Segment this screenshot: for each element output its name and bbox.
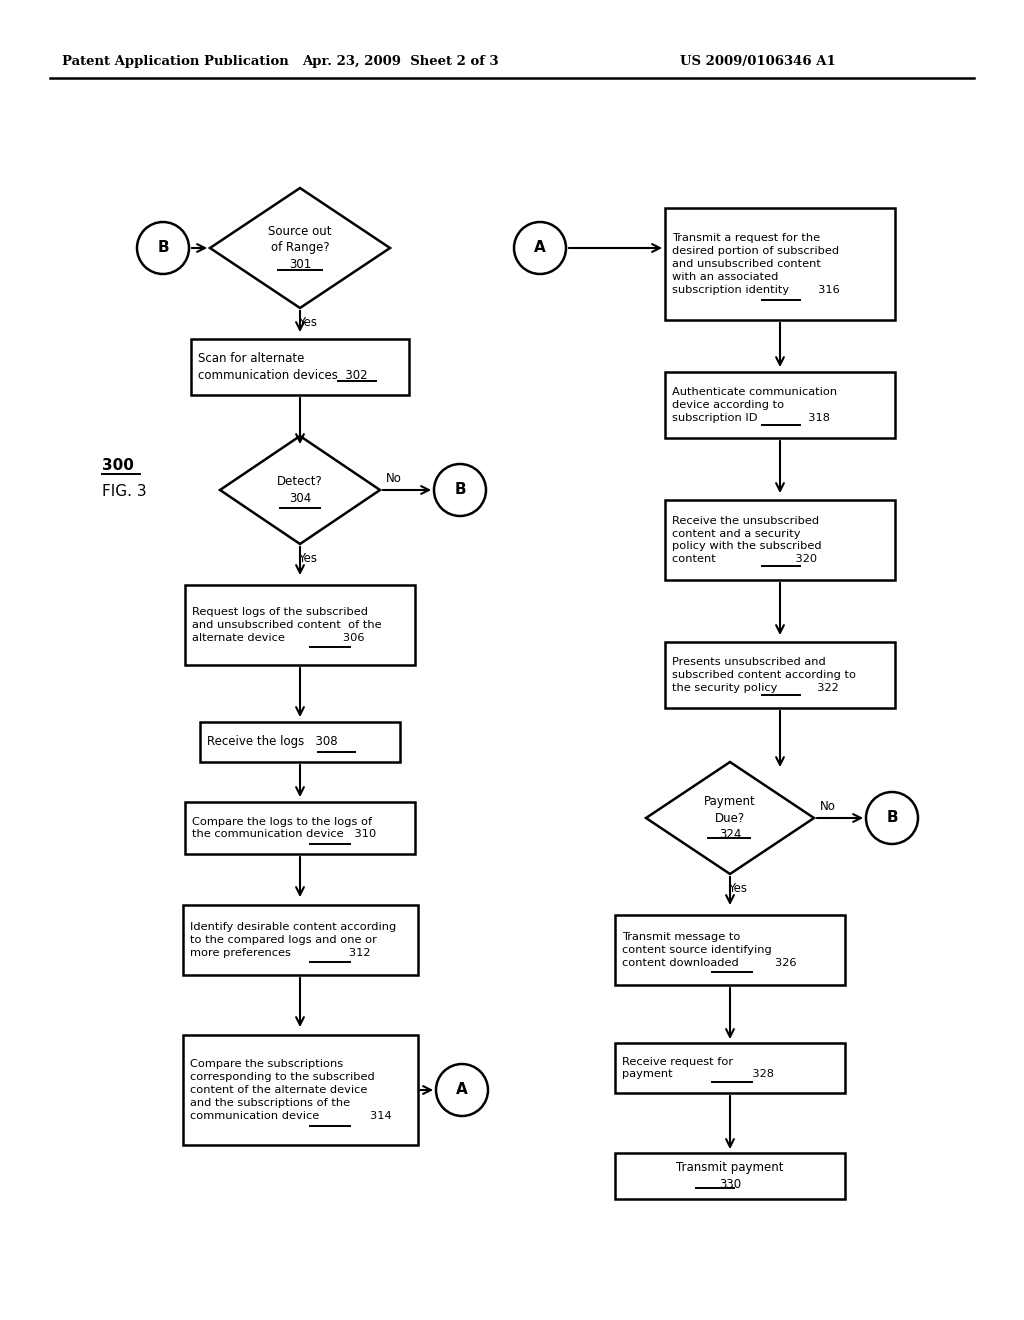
Text: Compare the logs to the logs of
the communication device   310: Compare the logs to the logs of the comm…	[193, 817, 376, 840]
Text: Source out
of Range?
301: Source out of Range? 301	[268, 224, 332, 271]
Bar	[665, 372, 895, 438]
Text: Receive request for
payment                      328: Receive request for payment 328	[622, 1056, 774, 1080]
Text: B: B	[158, 240, 169, 256]
Text: No: No	[820, 800, 836, 813]
Bar	[665, 642, 895, 708]
Text: Patent Application Publication: Patent Application Publication	[62, 55, 289, 69]
Text: Transmit payment
330: Transmit payment 330	[676, 1162, 783, 1191]
Text: Detect?
304: Detect? 304	[278, 475, 323, 504]
Text: Authenticate communication
device according to
subscription ID              318: Authenticate communication device accord…	[672, 387, 838, 422]
Bar	[665, 209, 895, 319]
Bar	[185, 585, 415, 665]
Text: Yes: Yes	[299, 552, 317, 565]
Text: US 2009/0106346 A1: US 2009/0106346 A1	[680, 55, 836, 69]
Text: Compare the subscriptions
corresponding to the subscribed
content of the alterna: Compare the subscriptions corresponding …	[189, 1060, 391, 1121]
Text: Receive the logs   308: Receive the logs 308	[207, 735, 338, 748]
Bar	[185, 803, 415, 854]
Text: Transmit message to
content source identifying
content downloaded          326: Transmit message to content source ident…	[622, 932, 797, 968]
Text: Request logs of the subscribed
and unsubscribed content  of the
alternate device: Request logs of the subscribed and unsub…	[193, 607, 382, 643]
Bar	[191, 339, 409, 395]
Text: Payment
Due?
324: Payment Due? 324	[705, 795, 756, 841]
Bar	[200, 722, 400, 762]
Text: No: No	[386, 471, 401, 484]
Text: 300: 300	[102, 458, 134, 474]
Bar	[182, 906, 418, 975]
Bar	[182, 1035, 418, 1144]
Text: Scan for alternate
communication devices  302: Scan for alternate communication devices…	[198, 352, 368, 381]
Text: Yes: Yes	[728, 882, 748, 895]
Text: Receive the unsubscribed
content and a security
policy with the subscribed
conte: Receive the unsubscribed content and a s…	[672, 516, 821, 564]
Text: Presents unsubscribed and
subscribed content according to
the security policy   : Presents unsubscribed and subscribed con…	[672, 657, 856, 693]
Text: Yes: Yes	[299, 315, 317, 329]
Bar	[615, 1043, 845, 1093]
Text: Identify desirable content according
to the compared logs and one or
more prefer: Identify desirable content according to …	[189, 923, 395, 958]
Text: B: B	[455, 483, 466, 498]
Text: Transmit a request for the
desired portion of subscribed
and unsubscribed conten: Transmit a request for the desired porti…	[672, 234, 840, 294]
Text: B: B	[886, 810, 898, 825]
Text: A: A	[535, 240, 546, 256]
Bar	[665, 500, 895, 579]
Bar	[615, 1152, 845, 1199]
Bar	[615, 915, 845, 985]
Text: Apr. 23, 2009  Sheet 2 of 3: Apr. 23, 2009 Sheet 2 of 3	[302, 55, 499, 69]
Text: A: A	[456, 1082, 468, 1097]
Text: FIG. 3: FIG. 3	[102, 484, 146, 499]
